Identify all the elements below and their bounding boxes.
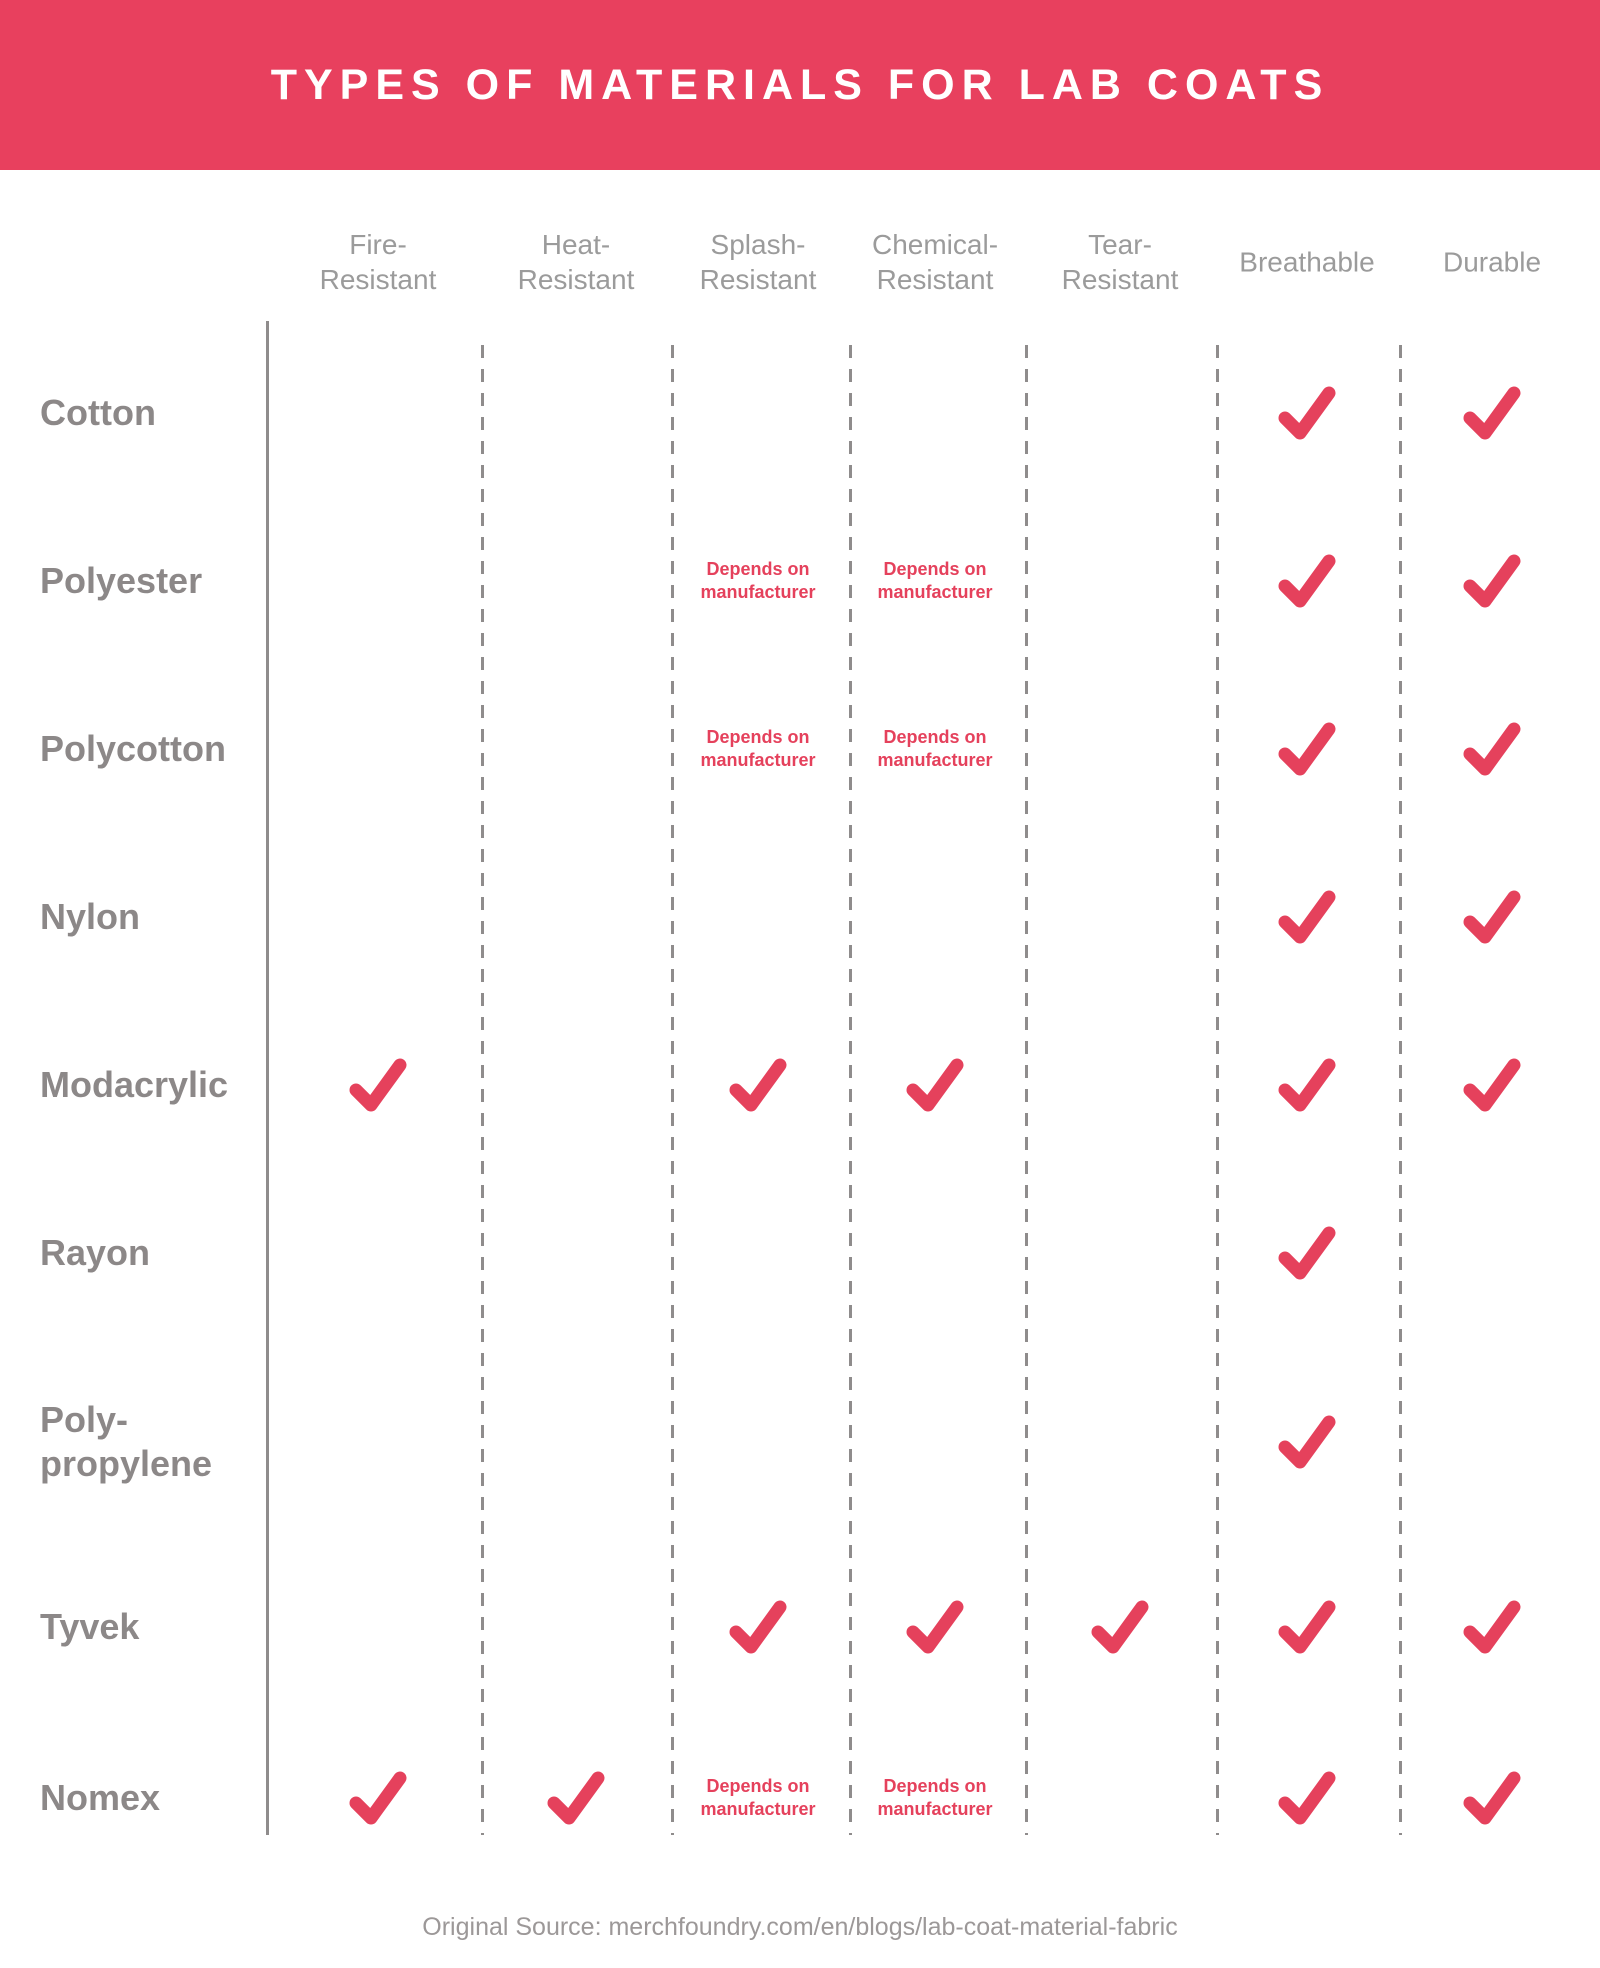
row-label-nylon: Nylon (40, 896, 141, 937)
depends-note: Depends on manufacturer (700, 559, 816, 602)
row-label-divider-line (266, 321, 269, 1835)
depends-note: Depends on manufacturer (700, 727, 816, 770)
row-label-modacrylic: Modacrylic (40, 1064, 229, 1105)
page-title: TYPES OF MATERIALS FOR LAB COATS (270, 60, 1330, 109)
source-credit: Original Source: merchfoundry.com/en/blo… (422, 1913, 1178, 1941)
check-icon (1459, 1596, 1525, 1658)
depends-note: Depends on manufacturer (877, 727, 993, 770)
check-icon (1459, 1767, 1525, 1829)
column-divider-dashed-line-2 (671, 345, 674, 1835)
check-icon (1274, 1411, 1340, 1473)
depends-note: Depends on manufacturer (877, 559, 993, 602)
check-icon (902, 1054, 968, 1116)
row-label-cotton: Cotton (40, 392, 156, 433)
check-icon (902, 1596, 968, 1658)
column-header-tear-resistant: Tear- Resistant (1061, 229, 1179, 295)
check-icon (1459, 550, 1525, 612)
row-label-polycotton: Polycotton (40, 728, 226, 769)
column-header-splash-resistant: Splash- Resistant (699, 229, 817, 295)
check-icon (1087, 1596, 1153, 1658)
check-icon (1274, 886, 1340, 948)
column-divider-dashed-line-1 (481, 345, 484, 1835)
column-divider-dashed-line-3 (849, 345, 852, 1835)
check-icon (1274, 382, 1340, 444)
check-icon (1274, 1767, 1340, 1829)
check-icon (1274, 718, 1340, 780)
check-icon (345, 1054, 411, 1116)
check-icon (1459, 1054, 1525, 1116)
check-icon (1274, 1596, 1340, 1658)
row-label-polyester: Polyester (40, 560, 203, 601)
column-header-durable: Durable (1442, 246, 1542, 278)
check-icon (725, 1596, 791, 1658)
depends-note: Depends on manufacturer (700, 1776, 816, 1819)
column-divider-dashed-line-5 (1216, 345, 1219, 1835)
check-icon (543, 1767, 609, 1829)
check-icon (1459, 382, 1525, 444)
title-banner: TYPES OF MATERIALS FOR LAB COATS (0, 0, 1600, 170)
row-label-poly-propylene: Poly-propylene (40, 1399, 213, 1484)
row-label-tyvek: Tyvek (40, 1606, 140, 1647)
check-icon (1274, 1222, 1340, 1284)
column-divider-dashed-line-6 (1399, 345, 1402, 1835)
check-icon (1274, 550, 1340, 612)
column-header-heat-resistant: Heat- Resistant (517, 229, 635, 295)
check-icon (1459, 718, 1525, 780)
check-icon (725, 1054, 791, 1116)
column-header-breathable: Breathable (1239, 246, 1375, 278)
check-icon (345, 1767, 411, 1829)
check-icon (1274, 1054, 1340, 1116)
row-label-nomex: Nomex (40, 1777, 161, 1818)
column-divider-dashed-line-4 (1025, 345, 1028, 1835)
check-icon (1459, 886, 1525, 948)
column-header-fire-resistant: Fire- Resistant (319, 229, 437, 295)
row-label-rayon: Rayon (40, 1232, 151, 1273)
depends-note: Depends on manufacturer (877, 1776, 993, 1819)
column-header-chemical-resistant: Chemical- Resistant (871, 229, 999, 295)
